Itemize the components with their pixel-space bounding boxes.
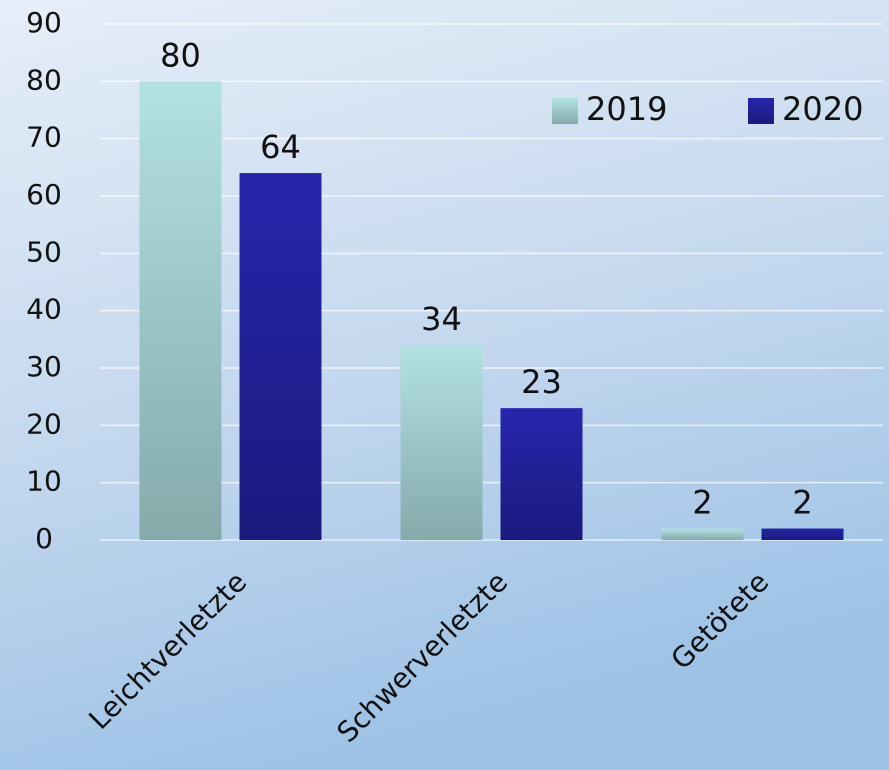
value-label: 23 [521,363,562,401]
y-tick-label: 0 [35,522,53,555]
y-tick-label: 30 [26,350,62,383]
value-label: 80 [160,36,201,74]
value-label: 2 [692,484,712,522]
y-tick-label: 20 [26,407,62,440]
y-tick-label: 40 [26,293,62,326]
value-label: 34 [421,300,462,338]
bar [500,408,583,540]
bar [239,173,322,541]
y-tick-label: 10 [26,465,62,498]
value-label: 2 [792,484,812,522]
y-tick-label: 50 [26,235,62,268]
legend-swatch [748,98,774,124]
bar [400,345,483,540]
legend-label: 2019 [586,90,667,128]
legend-label: 2020 [782,90,863,128]
y-tick-label: 90 [26,6,62,39]
y-tick-label: 60 [26,178,62,211]
bar [139,81,222,540]
y-tick-label: 80 [26,63,62,96]
bar [761,528,844,540]
y-tick-label: 70 [26,121,62,154]
legend-swatch [552,98,578,124]
value-label: 64 [260,128,301,166]
bar [661,528,744,540]
